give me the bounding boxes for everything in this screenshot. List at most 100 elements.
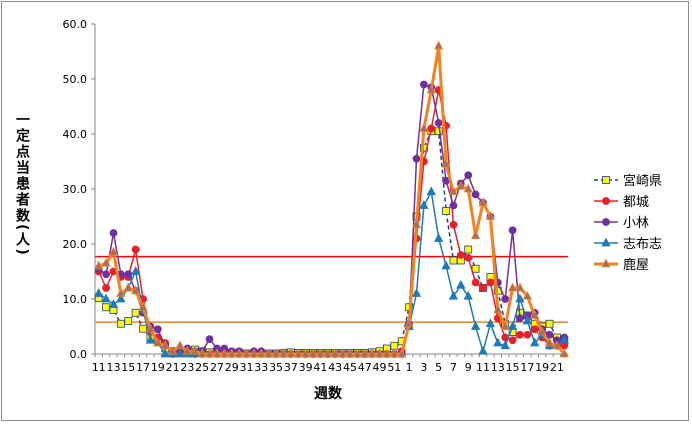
data-point [456, 279, 466, 289]
series-layer [94, 40, 569, 358]
y-tick-label: 0.0 [70, 348, 88, 361]
data-point [470, 321, 481, 330]
data-point [485, 318, 496, 328]
data-point [212, 348, 222, 358]
data-point [293, 348, 303, 358]
data-point [109, 229, 118, 237]
data-point [441, 158, 451, 168]
data-point [101, 257, 111, 267]
data-point [530, 310, 540, 319]
legend-label: 小林 [623, 216, 649, 231]
data-point [101, 293, 111, 303]
data-point [478, 345, 488, 355]
x-tick-label: 15 [506, 361, 520, 374]
data-point [448, 186, 459, 196]
data-point [404, 318, 414, 328]
legend-marker [602, 218, 610, 226]
x-tick-label: 15 [121, 361, 135, 374]
data-point [433, 40, 444, 50]
data-point [256, 348, 266, 358]
data-point [382, 348, 392, 358]
data-point [374, 348, 385, 358]
x-tick-label: 1 [406, 361, 413, 374]
data-point [175, 348, 185, 358]
x-tick-label: 43 [328, 361, 342, 374]
data-point [102, 284, 110, 292]
y-tick-label: 30.0 [63, 183, 88, 196]
series-line [98, 44, 566, 356]
data-point [515, 293, 525, 303]
data-point [160, 340, 170, 350]
legend-marker [602, 197, 610, 205]
data-point [123, 282, 133, 292]
data-point [197, 348, 207, 358]
x-tick-label: 47 [358, 361, 372, 374]
data-point [190, 345, 200, 355]
y-tick-label: 20.0 [63, 238, 88, 251]
legend-label: 宮崎県 [623, 173, 662, 189]
legend-label: 鹿屋 [623, 257, 649, 273]
x-tick-label: 31 [240, 361, 254, 374]
data-point [337, 348, 348, 358]
data-point [507, 321, 518, 330]
x-tick-label: 37 [284, 361, 298, 374]
data-point [449, 220, 458, 229]
data-point [456, 180, 466, 190]
data-point [167, 345, 178, 355]
data-point [102, 303, 110, 312]
x-tick-label: 5 [435, 361, 442, 374]
x-tick-label: 11 [476, 361, 490, 374]
x-tick-label: 13 [106, 361, 120, 374]
data-point [130, 285, 141, 295]
data-point [227, 348, 237, 358]
data-point [500, 321, 510, 330]
data-point [352, 348, 363, 358]
data-point [433, 233, 444, 242]
data-point [464, 171, 473, 180]
legend-label: 志布志 [623, 237, 662, 252]
x-tick-label: 13 [491, 361, 505, 374]
data-point [449, 256, 458, 265]
x-tick-label: 27 [210, 361, 224, 374]
data-point [419, 123, 429, 132]
x-tick-label: 9 [465, 361, 472, 374]
legend-marker [602, 176, 610, 184]
data-point [234, 348, 244, 358]
data-point [145, 323, 156, 333]
legend-marker [601, 258, 611, 268]
data-point [471, 190, 480, 199]
data-point [116, 288, 126, 297]
data-point [264, 348, 274, 358]
data-point [249, 348, 259, 358]
data-point [471, 264, 480, 273]
data-point [434, 119, 443, 127]
data-point [426, 186, 436, 196]
data-point [182, 345, 193, 355]
tick-labels: 0.010.020.030.040.050.060.011 13 15 17 19 21 2… [63, 18, 564, 374]
data-point [360, 348, 370, 358]
data-point [330, 348, 340, 358]
data-point [397, 348, 407, 358]
data-point [559, 334, 569, 344]
data-point [411, 288, 422, 297]
data-point [94, 260, 104, 270]
data-point [471, 278, 480, 287]
data-point [94, 288, 104, 297]
x-tick-label: 21 [550, 361, 564, 374]
data-point [434, 127, 443, 136]
data-point [523, 330, 532, 339]
x-tick-label: 17 [136, 361, 150, 374]
data-point [160, 348, 170, 358]
data-point [390, 341, 399, 350]
x-tick-label: 3 [420, 361, 427, 374]
data-point [530, 325, 539, 334]
data-point [456, 251, 465, 259]
data-point [412, 154, 421, 163]
data-point [153, 325, 162, 334]
data-point [153, 337, 163, 347]
x-tick-label: 39 [299, 361, 313, 374]
data-point [116, 293, 126, 303]
y-axis-title: 一定点当患者数(人) [14, 112, 30, 257]
